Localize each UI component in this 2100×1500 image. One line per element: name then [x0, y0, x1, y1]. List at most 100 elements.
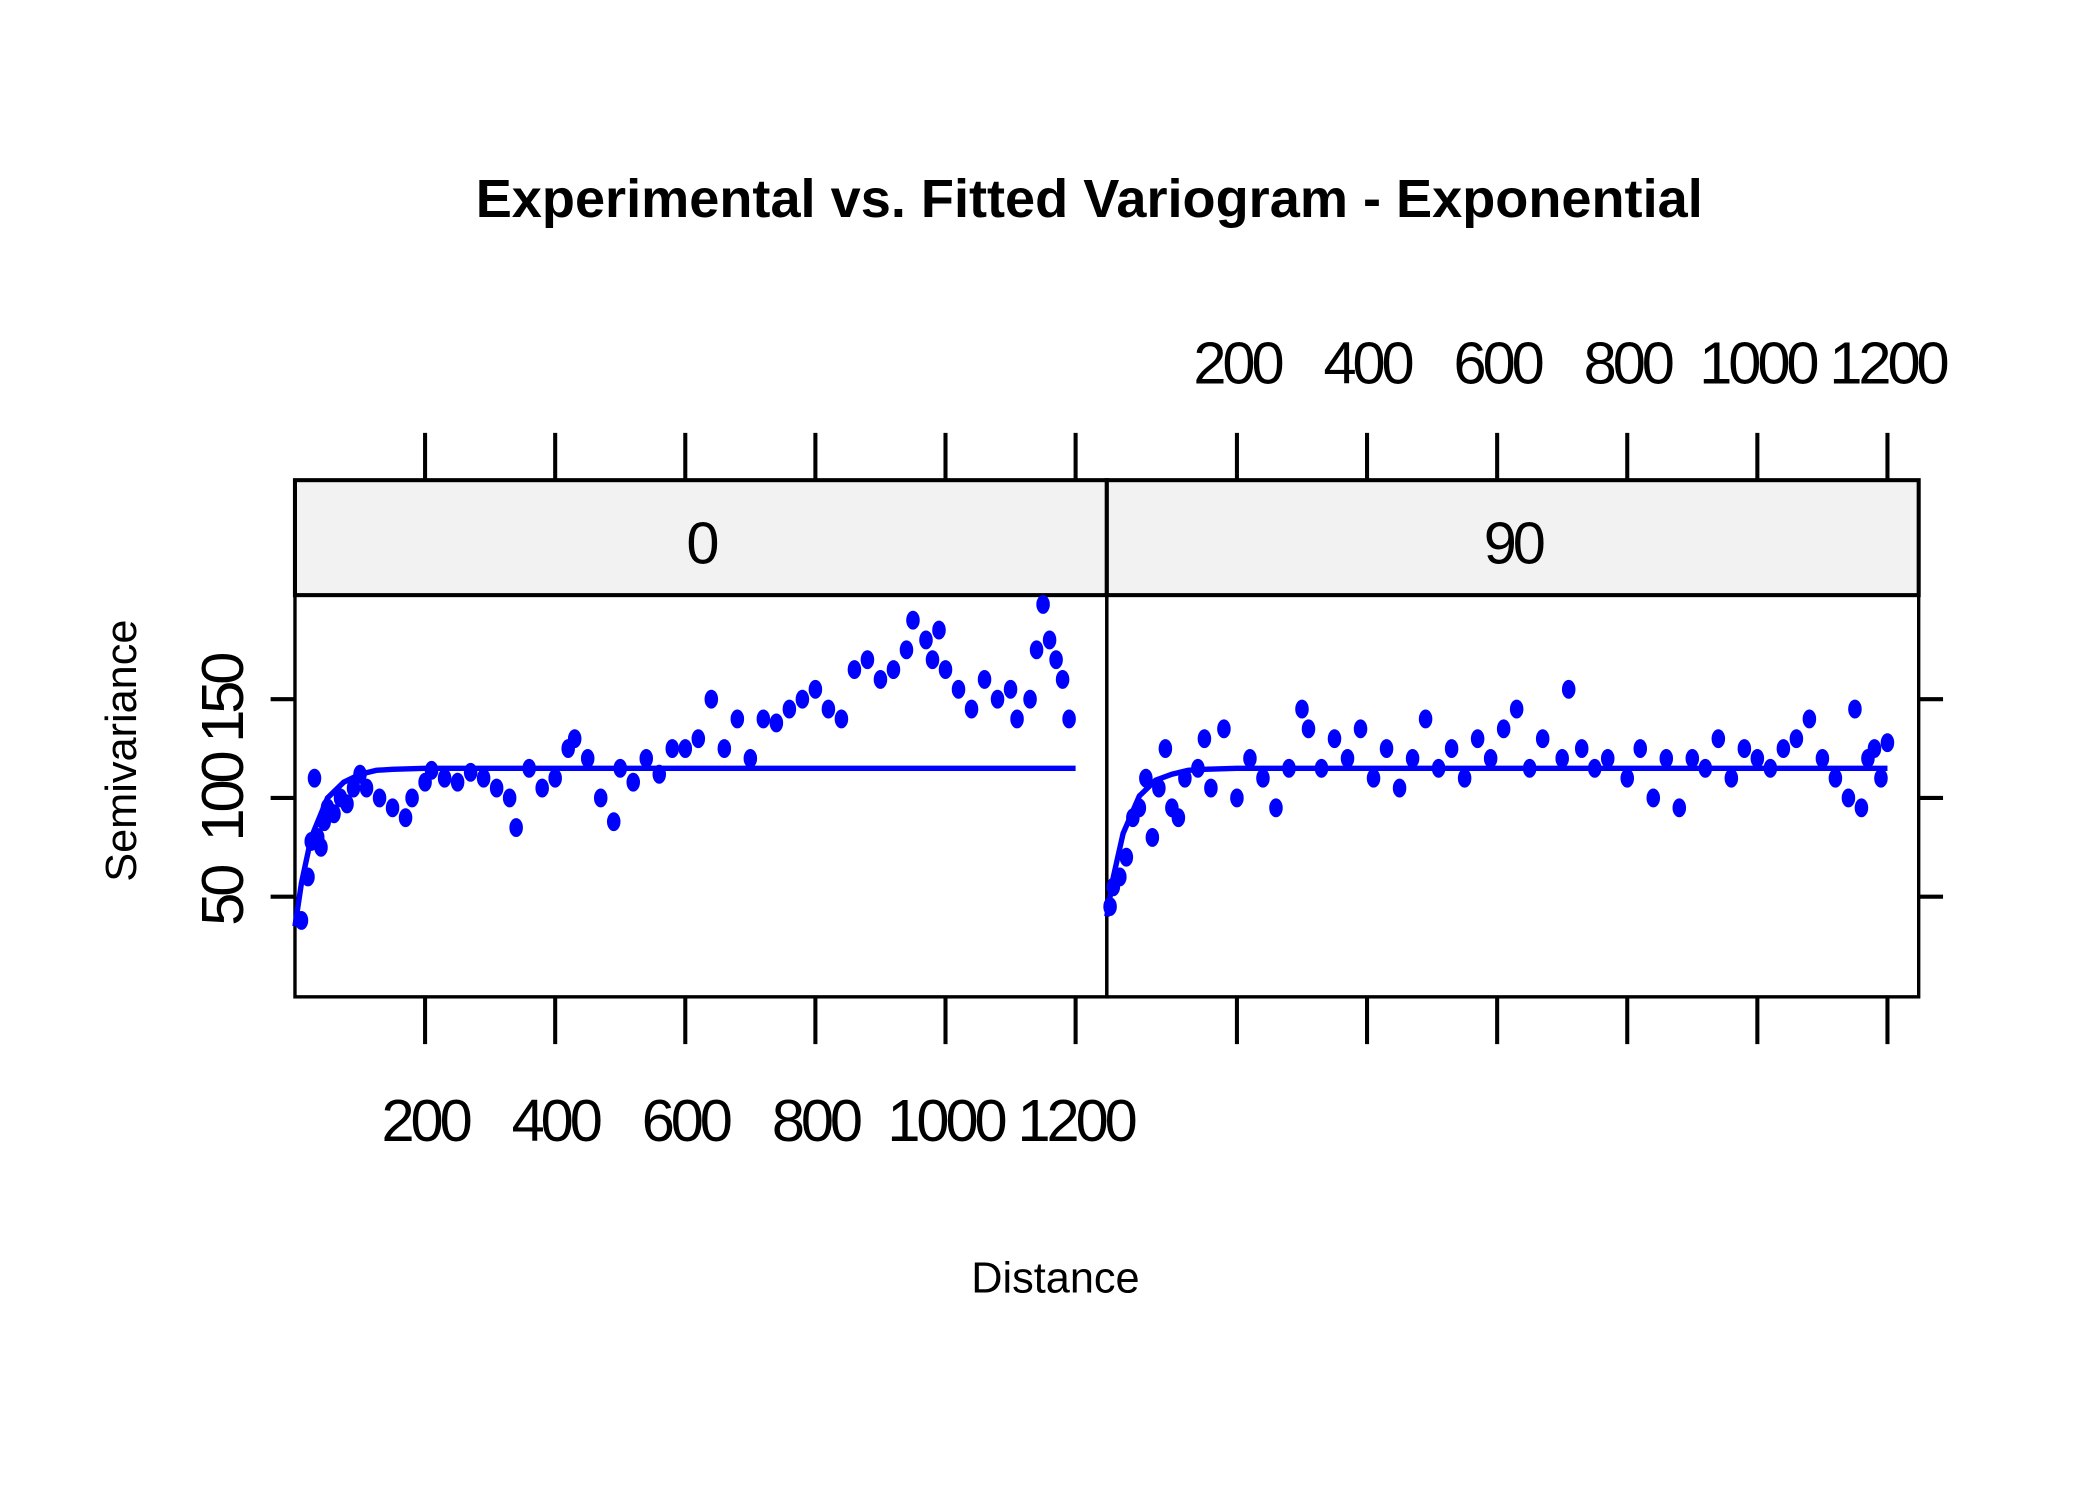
- point: [580, 748, 595, 768]
- point: [1405, 748, 1420, 768]
- point: [1587, 758, 1602, 778]
- x-tick-label: 400: [1323, 330, 1412, 397]
- point: [1750, 748, 1765, 768]
- point: [1119, 847, 1134, 867]
- point: [450, 772, 465, 792]
- point: [1204, 778, 1218, 798]
- point: [1854, 798, 1869, 818]
- point: [704, 689, 719, 709]
- point: [346, 778, 361, 798]
- point: [405, 788, 419, 808]
- point: [314, 837, 328, 857]
- point: [535, 778, 549, 798]
- point: [1049, 650, 1063, 670]
- strip-label: 90: [1484, 510, 1544, 577]
- point: [1418, 709, 1433, 729]
- point: [1340, 748, 1355, 768]
- x-axis-label: Distance: [971, 1254, 1139, 1302]
- point: [1496, 719, 1511, 739]
- point: [1724, 768, 1739, 788]
- point: [1010, 709, 1024, 729]
- point: [1574, 739, 1589, 759]
- point: [359, 778, 374, 798]
- point: [769, 713, 784, 733]
- point: [951, 679, 966, 699]
- point: [873, 669, 888, 689]
- point: [834, 709, 849, 729]
- point: [548, 768, 562, 788]
- point: [385, 798, 400, 818]
- point: [782, 699, 797, 719]
- point: [1431, 758, 1446, 778]
- point: [1042, 630, 1057, 650]
- chart-title: Experimental vs. Fitted Variogram - Expo…: [476, 169, 1703, 229]
- point: [1171, 808, 1186, 828]
- point: [1392, 778, 1407, 798]
- point: [1880, 733, 1895, 753]
- point: [1685, 748, 1700, 768]
- point: [756, 709, 771, 729]
- point: [906, 610, 920, 630]
- point: [1132, 798, 1147, 818]
- point: [1633, 739, 1648, 759]
- point: [1113, 867, 1127, 887]
- point: [821, 699, 836, 719]
- point: [1197, 729, 1212, 749]
- point: [678, 739, 693, 759]
- point: [1062, 709, 1076, 729]
- point: [899, 640, 914, 660]
- point: [1353, 719, 1368, 739]
- point: [1023, 689, 1037, 709]
- x-tick-label: 1000: [887, 1087, 1005, 1154]
- point: [665, 739, 680, 759]
- point: [1103, 897, 1117, 917]
- strip-label: 0: [686, 510, 717, 577]
- point: [567, 729, 582, 749]
- point: [925, 650, 940, 670]
- x-tick-label: 600: [642, 1087, 731, 1154]
- point: [1763, 758, 1778, 778]
- point: [1874, 768, 1888, 788]
- point: [372, 788, 387, 808]
- point: [398, 808, 413, 828]
- point: [1600, 748, 1615, 768]
- point: [1282, 758, 1296, 778]
- point: [990, 689, 1005, 709]
- y-tick-label: 100: [189, 752, 256, 841]
- point: [1711, 729, 1726, 749]
- point: [301, 867, 315, 887]
- point: [1139, 768, 1153, 788]
- point: [307, 768, 322, 788]
- point: [1217, 719, 1231, 739]
- point: [509, 818, 523, 838]
- point: [932, 620, 946, 640]
- point: [1327, 729, 1342, 749]
- point: [1522, 758, 1537, 778]
- point: [1230, 788, 1244, 808]
- point: [1269, 798, 1283, 818]
- y-axis-label: Semivariance: [98, 620, 146, 882]
- point: [1314, 758, 1329, 778]
- point: [1561, 679, 1576, 699]
- point: [1535, 729, 1550, 749]
- point: [860, 650, 875, 670]
- point: [327, 804, 341, 824]
- point: [1003, 679, 1018, 699]
- point: [1152, 778, 1166, 798]
- point: [489, 778, 504, 798]
- x-tick-label: 1000: [1699, 330, 1817, 397]
- point: [1659, 748, 1674, 768]
- x-tick-label: 200: [382, 1087, 471, 1154]
- point: [1029, 640, 1044, 660]
- point: [730, 709, 745, 729]
- point: [502, 788, 517, 808]
- point: [294, 910, 309, 930]
- x-tick-label: 800: [1584, 330, 1673, 397]
- point: [743, 748, 758, 768]
- point: [1815, 748, 1830, 768]
- point: [1178, 768, 1192, 788]
- point: [919, 630, 933, 650]
- point: [977, 669, 992, 689]
- point: [463, 762, 478, 782]
